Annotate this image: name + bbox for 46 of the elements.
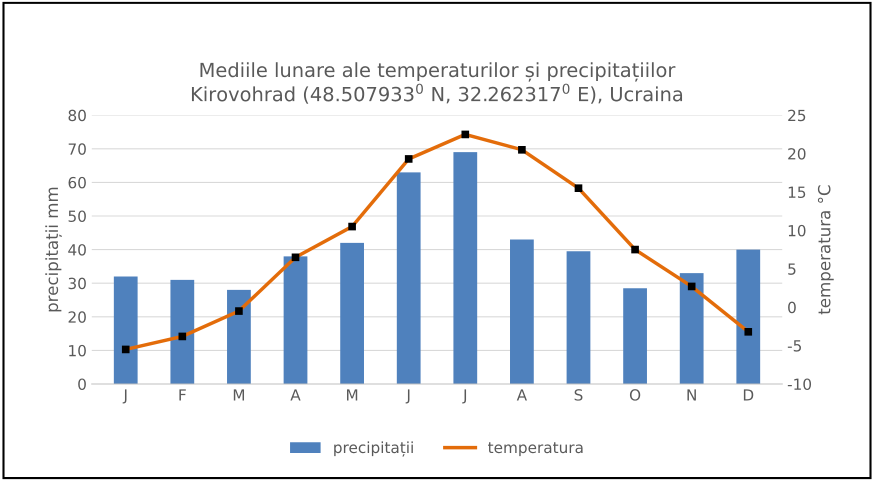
x-tick-label: J bbox=[462, 389, 466, 404]
legend-label: precipitații bbox=[334, 441, 413, 457]
x-tick-label: A bbox=[290, 389, 301, 400]
bar bbox=[227, 290, 251, 384]
chart-title: Mediile lunare ale temperaturilor și precipitațiilor Kirovohrad (48.507933$^{0}$ N, 32.262317$^{0}$ E), Ucraina bbox=[192, 62, 682, 104]
y2-tick-label: 15 bbox=[788, 186, 806, 198]
y-tick-label: 60 bbox=[68, 176, 86, 188]
bar bbox=[736, 250, 760, 384]
bar bbox=[510, 240, 534, 384]
bar bbox=[453, 152, 478, 384]
y-tick-label: 30 bbox=[68, 278, 86, 290]
x-tick-label: J bbox=[122, 389, 126, 404]
y2-tick-label: -10 bbox=[788, 378, 812, 390]
x-tick-label: O bbox=[630, 389, 640, 401]
y-tick-label: 50 bbox=[68, 210, 86, 222]
bar bbox=[396, 172, 421, 384]
y2-tick-label: 5 bbox=[788, 263, 796, 275]
y2-tick-label: 20 bbox=[788, 148, 806, 160]
y-tick-label: 20 bbox=[68, 311, 86, 323]
y-tick-label: 40 bbox=[68, 244, 86, 256]
y-tick-label: 70 bbox=[68, 143, 86, 155]
x-tick-label: D bbox=[744, 389, 754, 400]
y-tick-label: 10 bbox=[69, 344, 86, 356]
x-tick-label: N bbox=[687, 389, 696, 400]
bar bbox=[284, 256, 308, 384]
y-axis-title: precipitații mm bbox=[45, 188, 62, 312]
x-tick-label: F bbox=[179, 389, 186, 400]
bar bbox=[340, 242, 364, 384]
y2-tick-label: 0 bbox=[788, 302, 796, 314]
y2-tick-label: -5 bbox=[788, 340, 801, 352]
bar bbox=[680, 273, 704, 384]
y2-tick-label: 25 bbox=[788, 110, 806, 122]
x-tick-label: A bbox=[516, 389, 527, 400]
x-tick-label: M bbox=[234, 389, 244, 400]
bar bbox=[170, 280, 194, 384]
bar bbox=[623, 288, 647, 384]
y-tick-label: 80 bbox=[68, 110, 86, 122]
y2-tick-label: 10 bbox=[788, 224, 806, 236]
bar bbox=[566, 251, 590, 384]
x-tick-label: J bbox=[406, 389, 410, 404]
y-tick-label: 0 bbox=[78, 378, 86, 390]
bar bbox=[114, 276, 138, 384]
y2-axis-title: temperatura °C bbox=[818, 185, 834, 314]
x-tick-label: S bbox=[574, 389, 582, 401]
legend-label: temperatura bbox=[488, 442, 583, 456]
x-tick-label: M bbox=[347, 389, 358, 400]
